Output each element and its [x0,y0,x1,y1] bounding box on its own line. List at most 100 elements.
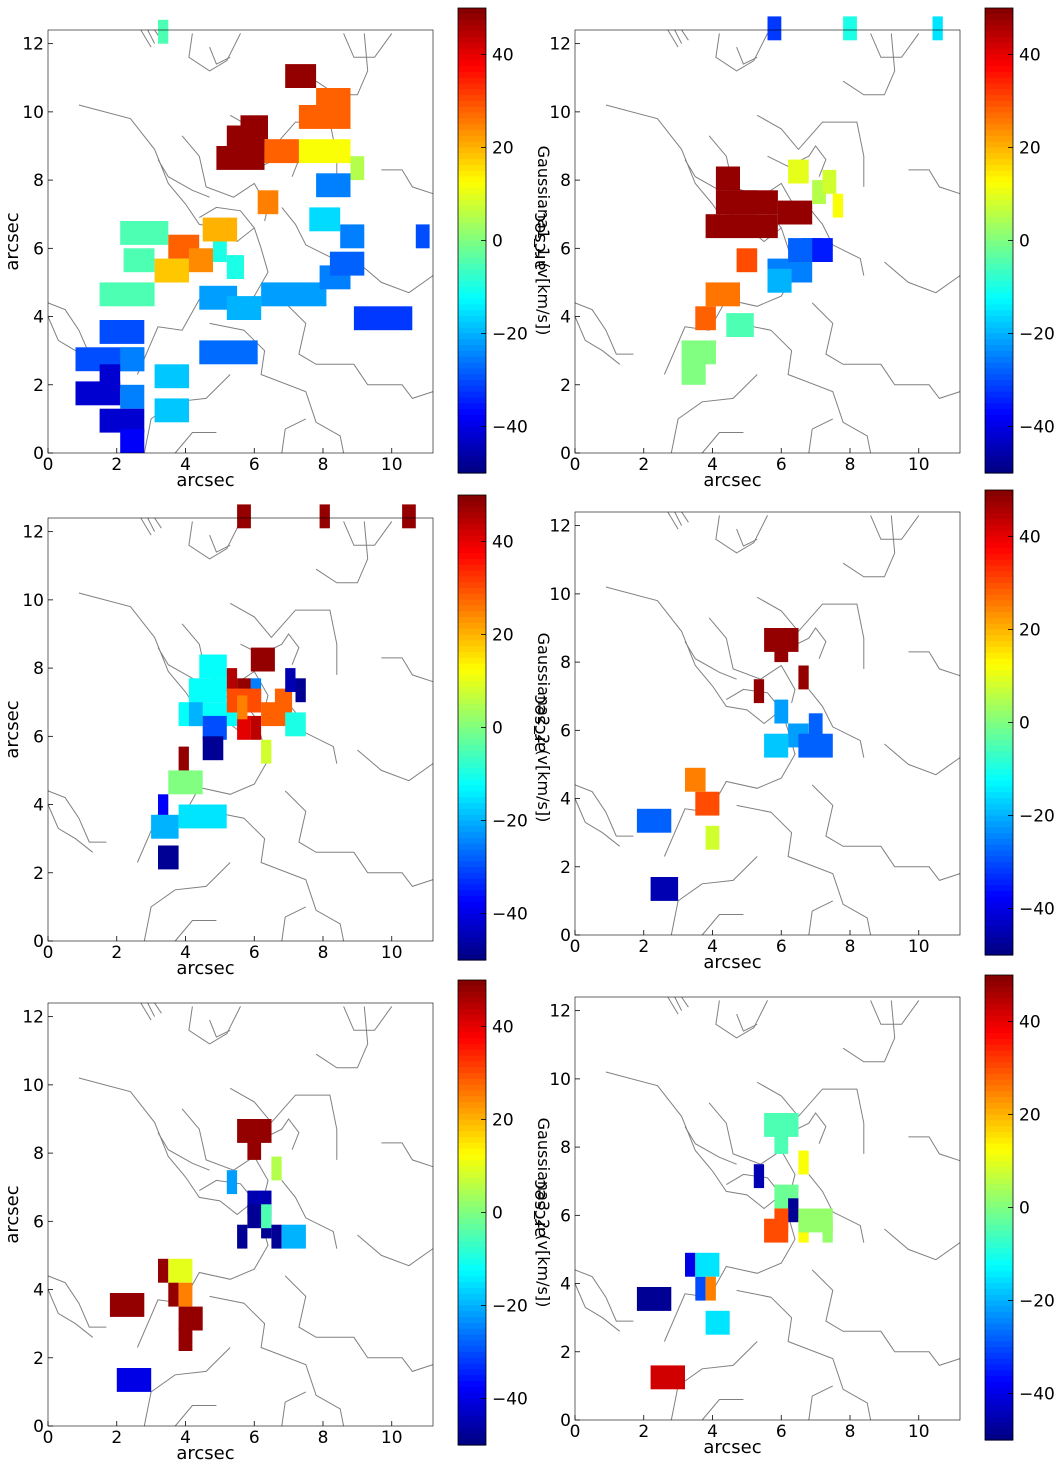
velocity-pixel [237,715,251,740]
y-tick-label: 4 [560,790,571,810]
velocity-map [636,1113,833,1390]
colorbar-band [985,975,1013,982]
colorbar-tick-label: 0 [1019,232,1030,252]
x-tick-label: 10 [381,943,403,963]
x-axis-label: arcsec [176,958,234,979]
colorbar-band [458,106,486,114]
colorbar-band [985,1271,1013,1278]
colorbar-band [458,1270,486,1278]
y-tick-label: 2 [560,376,571,396]
x-tick-label: 4 [707,937,718,957]
colorbar-band [985,374,1013,381]
colorbar-band [985,1399,1013,1406]
colorbar-band [458,739,486,746]
colorbar-band [985,885,1013,892]
colorbar-band [985,902,1013,910]
colorbar-band [985,821,1013,828]
colorbar-band [985,1131,1013,1139]
velocity-pixel [109,1293,145,1317]
colorbar-tick-label: 40 [492,46,514,66]
colorbar-band [985,501,1013,509]
colorbar-band [458,1177,486,1185]
contour-line [756,596,865,669]
contour-line [209,1295,345,1427]
colorbar-band [985,25,1013,32]
colorbar-band [458,1340,486,1347]
velocity-pixel [753,679,765,704]
colorbar-band [458,1398,486,1405]
velocity-pixel [774,1208,789,1233]
colorbar-tick-label: −20 [492,812,528,832]
contour-line [357,261,434,294]
velocity-pixel [798,1150,809,1175]
velocity-pixel [226,296,262,320]
contour-line [140,29,152,48]
colorbar-band [985,71,1013,79]
colorbar-band [985,1201,1013,1209]
colorbar-band [985,1283,1013,1290]
colorbar-band [458,896,486,903]
y-axis-label: arcsec [529,1179,550,1237]
colorbar-band [985,147,1013,154]
colorbar-band [458,287,486,294]
contour-line [174,920,217,942]
colorbar-band [985,507,1013,514]
colorbar-band [458,861,486,868]
colorbar-band [985,937,1013,944]
contour-line [670,856,758,936]
colorbar-band [458,634,486,641]
velocity-pixel [247,1204,262,1229]
velocity-pixel [695,1276,706,1301]
panel-6: 0 2 4 6 8 10 0 2 4 6 8 10 12 arcsec arcsec 40 20 0 −20 −40 G… [529,974,1055,1458]
colorbar-band [985,641,1013,648]
colorbar-band [985,60,1013,67]
contour-line [343,33,393,58]
colorbar-band [458,1224,486,1231]
colorbar-tick-label: −40 [1019,900,1055,920]
colorbar-band [458,391,486,399]
colorbar-tick-label: 40 [492,533,514,553]
colorbar-band [458,779,486,787]
contour-line [842,515,896,578]
colorbar-band [458,333,486,340]
colorbar-band [458,663,486,670]
x-tick-label: 2 [111,1428,122,1448]
velocity-pixel [216,146,265,170]
colorbar-band [985,617,1013,625]
colorbar-band [458,756,486,763]
colorbar-band [985,1259,1013,1267]
colorbar-band [985,1166,1013,1174]
colorbar-band [458,321,486,329]
colorbar-band [985,246,1013,253]
panel-3: 0 2 4 6 8 10 0 2 4 6 8 10 12 arcsec arcsec 40 20 0 −20 −40 G… [2,494,553,979]
x-tick-label: 2 [111,943,122,963]
x-tick-label: 4 [180,943,191,963]
contour-line [808,900,834,936]
contour-lines [47,1002,434,1427]
velocity-pixel [316,88,351,112]
contour-line [343,521,393,546]
colorbar-band [458,669,486,676]
velocity-pixel [285,668,296,692]
colorbar-band [458,1119,486,1126]
colorbar-tick-label: 40 [1019,528,1041,548]
colorbar-band [985,432,1013,439]
colorbar-band [458,60,486,67]
colorbar-band [458,77,486,85]
colorbar-band [985,1265,1013,1273]
colorbar-band [458,954,486,961]
colorbar-band [985,42,1013,50]
contour-line [674,511,683,526]
colorbar-band [458,1293,486,1301]
colorbar-band [985,118,1013,125]
colorbar-band [458,13,486,21]
velocity-map [151,504,416,870]
colorbar-band [458,8,486,15]
colorbar-band [458,345,486,352]
velocity-pixel [636,1287,672,1311]
x-tick-label: 0 [570,455,581,475]
colorbar-band [458,1043,486,1051]
colorbar-band [458,54,486,61]
colorbar-band [985,792,1013,799]
